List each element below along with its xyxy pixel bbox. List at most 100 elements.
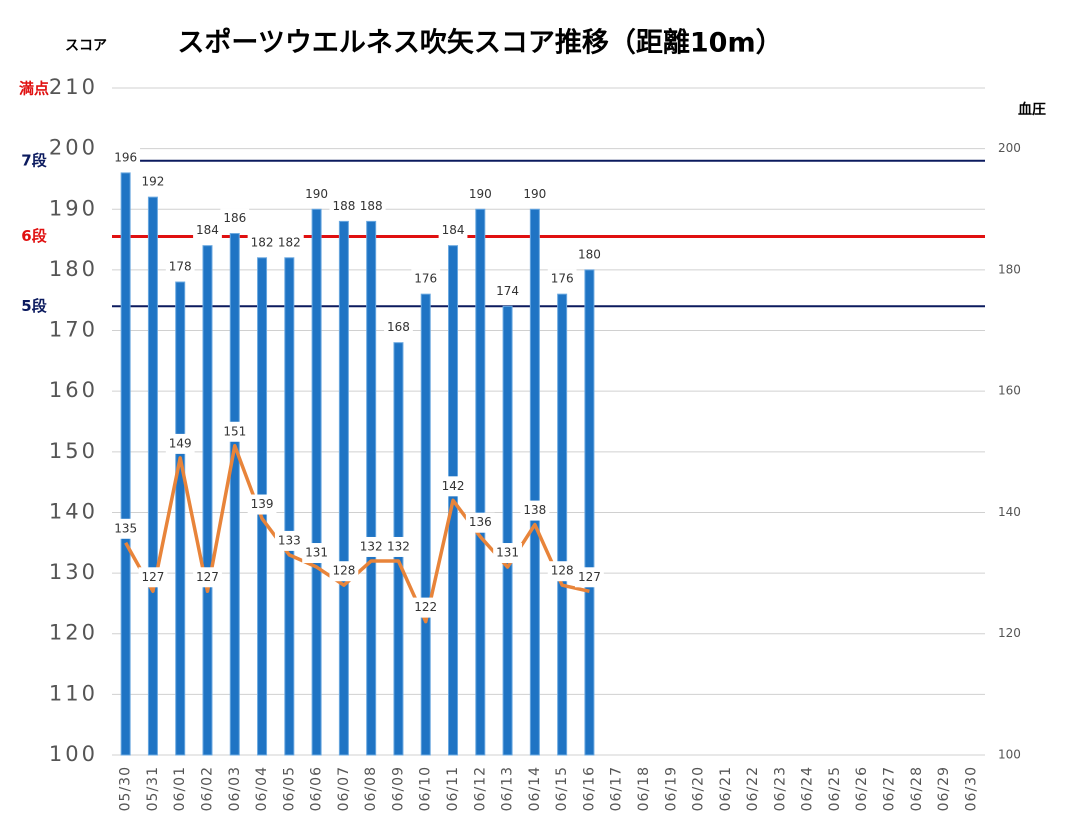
- bar-label: 176: [551, 272, 574, 286]
- y-tick-label: 100: [49, 742, 98, 766]
- line-label-group: 127: [138, 567, 168, 588]
- x-tick-label: 06/07: [336, 766, 352, 811]
- x-tick-label: 06/17: [609, 766, 625, 811]
- y2-tick-label: 200: [998, 141, 1021, 155]
- bar-label-group: 186: [220, 208, 250, 229]
- line-label-bg: [165, 433, 195, 454]
- bar-label-group: 176: [547, 269, 577, 290]
- x-tick-label: 06/10: [418, 766, 434, 811]
- bar-label-bg: [465, 184, 495, 205]
- line-label-group: 128: [547, 561, 577, 582]
- line-label: 131: [305, 546, 328, 560]
- bar-label: 188: [360, 199, 383, 213]
- bar-label-group: 190: [465, 184, 495, 205]
- bar: [366, 220, 377, 756]
- reference-label: 満点: [19, 80, 49, 98]
- line-label: 149: [169, 436, 192, 450]
- bar-label-group: 188: [329, 196, 359, 217]
- bar-label-group: 178: [165, 257, 195, 278]
- line-label-group: 133: [274, 530, 304, 551]
- x-tick-label: 06/01: [172, 766, 188, 811]
- x-tick-label: 06/06: [309, 766, 325, 811]
- bar-label-group: 192: [138, 172, 168, 193]
- x-tick-label: 06/19: [663, 766, 679, 811]
- bar: [584, 269, 595, 756]
- chart-title: スポーツウエルネス吹矢スコア推移（距離10m）: [177, 27, 782, 59]
- y2-tick-label: 100: [998, 748, 1021, 762]
- x-tick-label: 05/30: [118, 766, 134, 811]
- x-tick-label: 06/20: [691, 766, 707, 811]
- line-label: 139: [251, 497, 274, 511]
- line-label-bg: [465, 512, 495, 533]
- bar-label: 178: [169, 260, 192, 274]
- line-label-group: 135: [111, 518, 141, 539]
- bar-label: 188: [332, 199, 355, 213]
- x-tick-label: 06/04: [254, 766, 270, 811]
- x-tick-label: 06/29: [936, 766, 952, 811]
- x-tick-label: 05/31: [145, 766, 161, 811]
- bar-label: 168: [387, 320, 410, 334]
- line-label-bg: [438, 476, 468, 497]
- x-tick-label: 06/09: [390, 766, 406, 811]
- line-label-group: 136: [465, 512, 495, 533]
- line-label-bg: [138, 567, 168, 588]
- line-label: 136: [469, 515, 492, 529]
- y-tick-label: 180: [49, 257, 98, 281]
- bar-label-bg: [220, 208, 250, 229]
- x-tick-label: 06/13: [500, 766, 516, 811]
- x-tick-label: 06/21: [718, 766, 734, 811]
- line-label: 131: [496, 546, 519, 560]
- line-label-group: 142: [438, 476, 468, 497]
- line-label-bg: [329, 561, 359, 582]
- line-label-group: 131: [302, 543, 332, 564]
- bar: [311, 208, 322, 756]
- bar-label: 190: [469, 187, 492, 201]
- line-label: 127: [196, 570, 219, 584]
- bar-label-bg: [111, 147, 141, 168]
- bar: [202, 245, 213, 756]
- bar-label-group: 196: [111, 147, 141, 168]
- bar: [557, 293, 568, 756]
- line-label-group: 128: [329, 561, 359, 582]
- bar: [529, 208, 540, 756]
- bar: [502, 305, 513, 756]
- y-tick-label: 200: [49, 136, 98, 160]
- bar: [284, 257, 295, 756]
- line-label: 122: [414, 600, 437, 614]
- bar-label: 184: [196, 223, 219, 237]
- y-tick-label: 130: [49, 560, 98, 584]
- line-label-group: 138: [520, 500, 550, 521]
- line-label-group: 127: [193, 567, 222, 588]
- y-tick-label: 120: [49, 621, 98, 645]
- bar-label-bg: [384, 317, 413, 338]
- bar: [338, 220, 349, 756]
- line-label: 142: [442, 479, 465, 493]
- line-label-group: 131: [493, 543, 522, 564]
- bar-label-bg: [193, 220, 222, 241]
- line-label: 151: [223, 424, 246, 438]
- bar-label-bg: [247, 232, 277, 253]
- bar-label-bg: [547, 269, 577, 290]
- x-tick-label: 06/08: [363, 766, 379, 811]
- bar-label: 180: [578, 247, 601, 261]
- x-tick-label: 06/16: [581, 766, 597, 811]
- bar-label-group: 176: [411, 269, 441, 290]
- line: [124, 444, 590, 624]
- bar-label-group: 182: [247, 232, 277, 253]
- bar-label: 176: [414, 272, 437, 286]
- reference-label: 7段: [21, 151, 46, 169]
- reference-label: 5段: [21, 297, 46, 315]
- line-label: 127: [141, 570, 164, 584]
- bar-label-bg: [411, 269, 441, 290]
- bar: [420, 293, 431, 756]
- y-tick-label: 190: [49, 196, 98, 220]
- x-tick-label: 06/28: [909, 766, 925, 811]
- x-tick-label: 06/24: [800, 766, 816, 811]
- line-label-group: 149: [165, 433, 195, 454]
- bar-label-bg: [520, 184, 550, 205]
- line-label: 133: [278, 533, 301, 547]
- bar-label-group: 184: [438, 220, 468, 241]
- line-label-group: 132: [356, 536, 386, 557]
- line-label-bg: [384, 536, 413, 557]
